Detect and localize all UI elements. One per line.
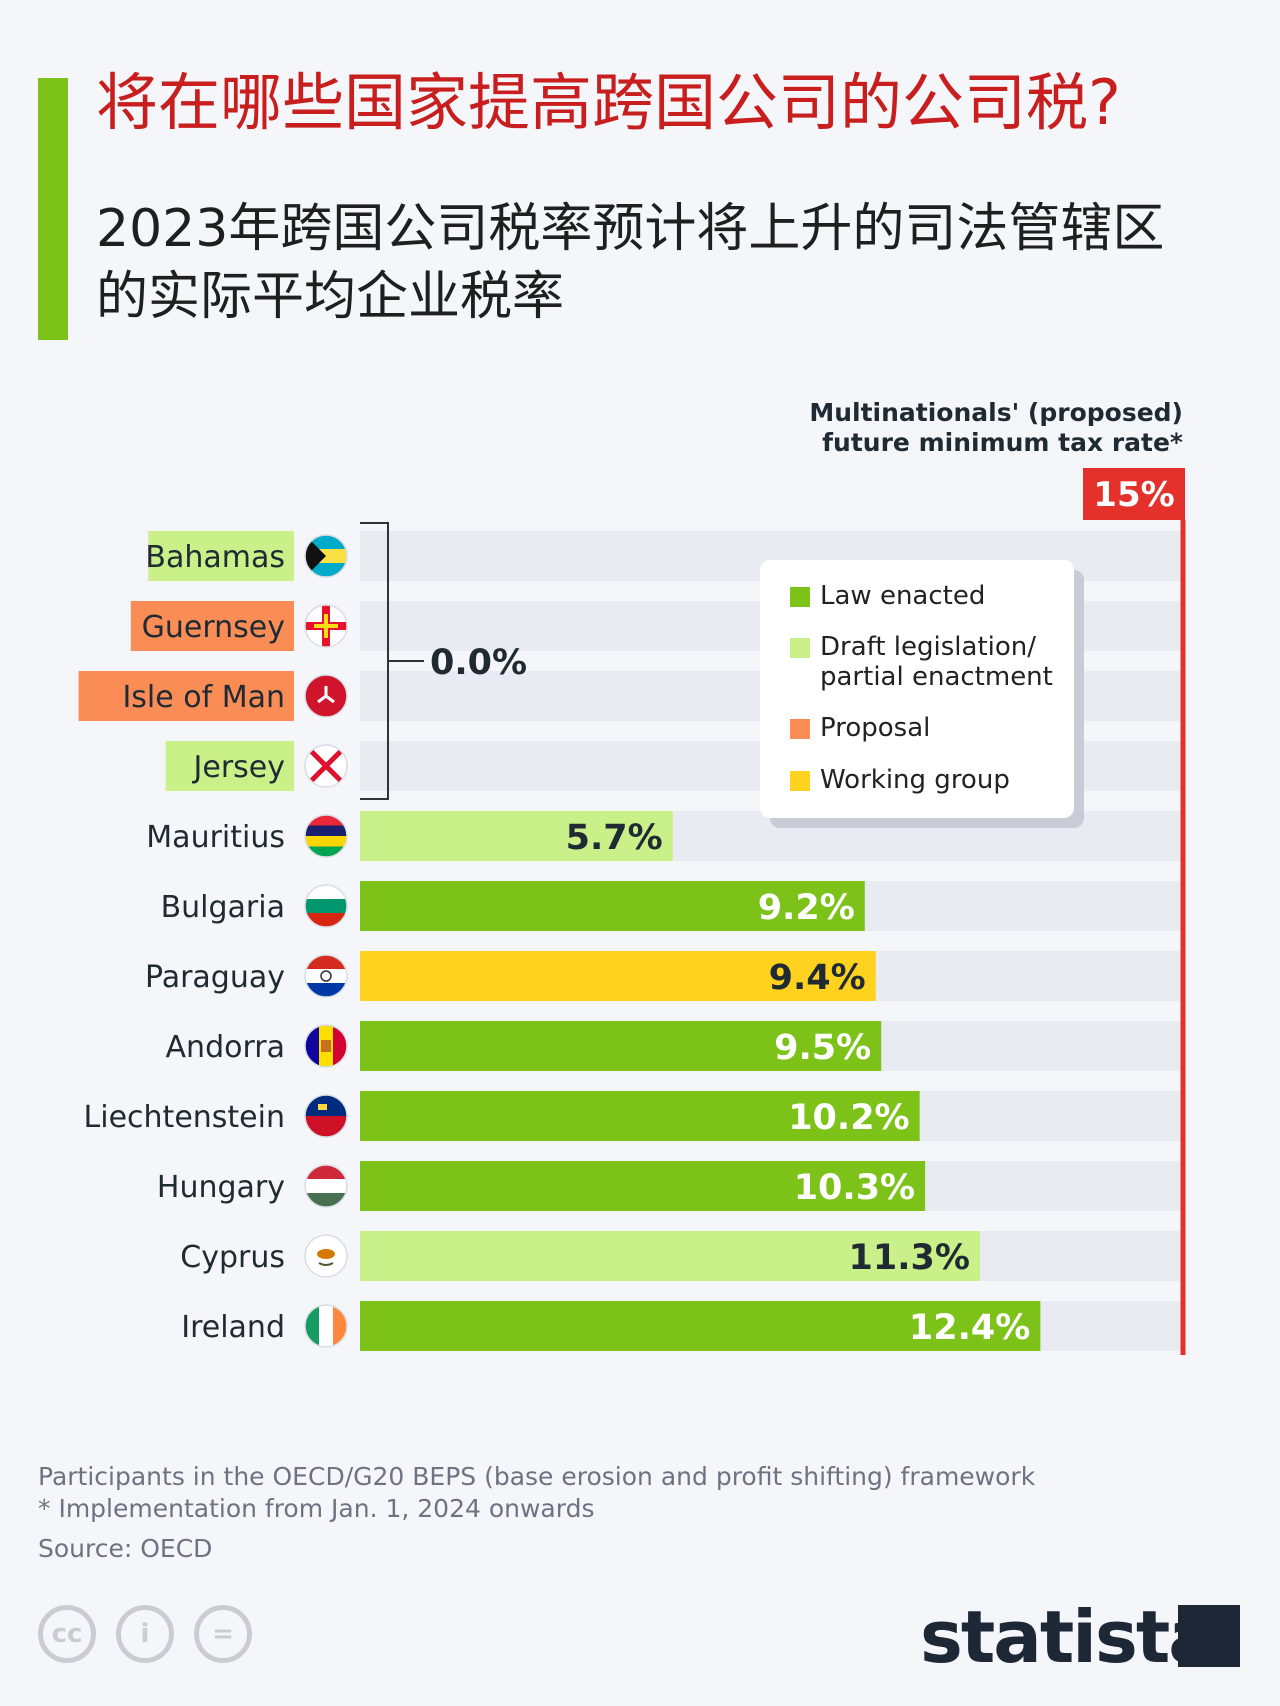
ireland-flag-icon [304,1304,348,1348]
zero-group-bracket [360,522,424,800]
value-label: 9.5% [774,1028,871,1068]
bar-mauritius [360,811,673,861]
threshold-badge [1083,468,1185,520]
category-label: Jersey [192,750,285,785]
legend-swatch-proposal [790,719,810,739]
mauritius-flag-icon [304,814,348,858]
category-label: Mauritius [146,820,285,855]
guernsey-flag-icon [304,604,348,648]
hungary-flag-icon [304,1164,348,1208]
legend-label-working-group: Working group [820,765,1010,795]
statista-logo: statista [920,1595,1217,1679]
bar-cyprus [360,1231,980,1281]
bar-ireland [360,1301,1041,1351]
value-label: 11.3% [849,1238,970,1278]
status-pill [148,531,294,581]
bar-hungary [360,1161,926,1211]
value-label: 9.4% [769,958,866,998]
bar-andorra [360,1021,882,1071]
status-pill [78,671,294,721]
category-label: Cyprus [180,1240,285,1275]
legend: Law enacted Draft legislation/ partial e… [760,560,1074,818]
attribution-icon: i [116,1605,174,1663]
zero-group-label: 0.0% [430,643,527,683]
bar-paraguay [360,951,876,1001]
statista-logo-mark [1178,1605,1240,1667]
value-label: 12.4% [909,1308,1030,1348]
value-label: 5.7% [566,818,663,858]
isle-of-man-flag-icon [304,674,348,718]
category-label: Andorra [166,1030,285,1065]
legend-swatch-law-enacted [790,587,810,607]
legend-swatch-working-group [790,771,810,791]
legend-swatch-draft [790,638,810,658]
jersey-flag-icon [304,744,348,788]
source-note: Source: OECD [38,1534,213,1563]
category-label: Guernsey [142,610,285,645]
cc-icon: cc [38,1605,96,1663]
bahamas-flag-icon [304,534,348,578]
category-label: Bahamas [145,540,285,575]
cyprus-flag-icon [304,1234,348,1278]
bar-bulgaria [360,881,865,931]
chart-subtitle: 2023年跨国公司税率预计将上升的司法管辖区的实际平均企业税率 [96,199,1165,327]
chart-title: 将在哪些国家提高跨国公司的公司税? [96,66,1121,139]
category-label: Paraguay [145,960,285,995]
category-label: Liechtenstein [84,1100,285,1135]
status-pill [165,741,294,791]
status-pill [130,601,294,651]
legend-label-draft: Draft legislation/ partial enactment [820,632,1053,692]
category-label: Hungary [157,1170,285,1205]
threshold-value-label: 15% [1093,475,1174,515]
footnote-implementation: * Implementation from Jan. 1, 2024 onwar… [38,1494,595,1523]
bar-liechtenstein [360,1091,920,1141]
bar-chart: Bahamas Guernsey Isle of Man Jersey 5.7% Maur… [78,398,1186,1355]
category-label: Ireland [181,1310,285,1345]
category-label: Bulgaria [161,890,285,925]
legend-label-proposal: Proposal [820,713,931,743]
accent-bar [38,78,68,340]
value-label: 10.2% [788,1098,909,1138]
liechtenstein-flag-icon [304,1094,348,1138]
bulgaria-flag-icon [304,884,348,928]
no-derivatives-icon: = [194,1605,252,1663]
paraguay-flag-icon [304,954,348,998]
footnote-beps: Participants in the OECD/G20 BEPS (base … [38,1462,1036,1491]
value-label: 10.3% [794,1168,915,1208]
category-label: Isle of Man [122,680,285,715]
legend-label-law-enacted: Law enacted [820,581,986,611]
threshold-caption: Multinationals' (proposed) future minimum… [809,398,1183,457]
andorra-flag-icon [304,1024,348,1068]
value-label: 9.2% [758,888,855,928]
